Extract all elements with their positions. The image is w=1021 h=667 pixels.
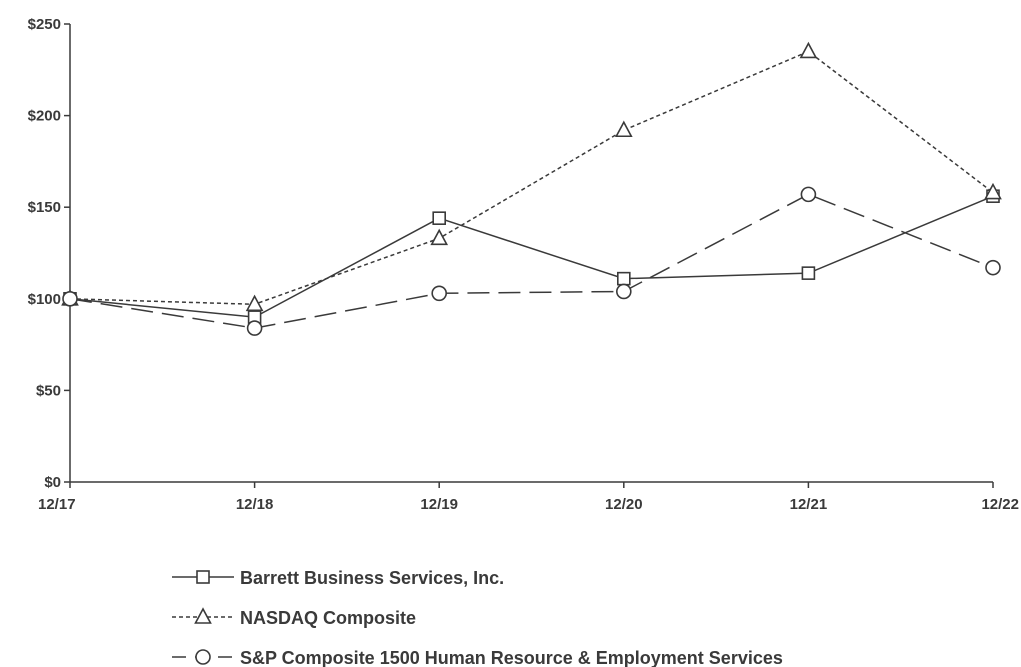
data-point-marker bbox=[430, 228, 449, 246]
series-line bbox=[69, 50, 994, 306]
x-tick-label: 12/18 bbox=[236, 496, 274, 513]
x-tick-label: 12/20 bbox=[605, 496, 643, 513]
legend-label: S&P Composite 1500 Human Resource & Empl… bbox=[240, 648, 783, 667]
data-point-marker bbox=[432, 211, 447, 225]
data-point-marker bbox=[616, 271, 631, 286]
legend: Barrett Business Services, Inc. NASDAQ Co… bbox=[172, 568, 783, 667]
legend-marker bbox=[194, 607, 212, 624]
y-tick-label: $0 bbox=[44, 474, 61, 491]
x-axis-ticks: 12/17 12/18 12/19 12/20 12/21 12/22 bbox=[38, 482, 1019, 513]
y-tick-label: $50 bbox=[36, 382, 61, 399]
series-circle bbox=[62, 186, 1001, 336]
data-point-marker bbox=[801, 266, 816, 280]
data-point-marker bbox=[62, 290, 78, 307]
series-triangle bbox=[61, 41, 1002, 312]
legend-label: Barrett Business Services, Inc. bbox=[240, 568, 504, 588]
series-line bbox=[69, 195, 994, 318]
legend-marker bbox=[196, 570, 210, 584]
legend-item: Barrett Business Services, Inc. bbox=[172, 568, 504, 588]
data-point-marker bbox=[615, 283, 632, 300]
data-point-marker bbox=[246, 320, 263, 336]
y-axis-ticks: $0 $50 $100 $150 $200 $250 bbox=[28, 16, 70, 491]
x-tick-label: 12/21 bbox=[790, 496, 828, 513]
series-line bbox=[69, 193, 994, 329]
y-tick-label: $200 bbox=[28, 108, 61, 125]
data-point-marker bbox=[984, 182, 1002, 200]
data-point-marker bbox=[799, 41, 818, 59]
legend-marker bbox=[195, 649, 211, 665]
legend-item: S&P Composite 1500 Human Resource & Empl… bbox=[172, 648, 783, 667]
x-tick-label: 12/19 bbox=[420, 496, 458, 513]
y-tick-label: $100 bbox=[28, 291, 61, 308]
y-tick-label: $150 bbox=[28, 199, 61, 216]
data-point-marker bbox=[431, 285, 448, 302]
legend-item: NASDAQ Composite bbox=[172, 607, 416, 628]
data-point-marker bbox=[800, 186, 817, 203]
x-tick-label: 12/17 bbox=[38, 496, 76, 513]
series-layer bbox=[61, 41, 1002, 336]
data-point-marker bbox=[614, 120, 633, 138]
data-point-marker bbox=[245, 294, 264, 312]
legend-label: NASDAQ Composite bbox=[240, 608, 416, 628]
x-tick-label: 12/22 bbox=[981, 496, 1019, 513]
data-point-marker bbox=[985, 259, 1001, 276]
y-tick-label: $250 bbox=[28, 16, 61, 33]
